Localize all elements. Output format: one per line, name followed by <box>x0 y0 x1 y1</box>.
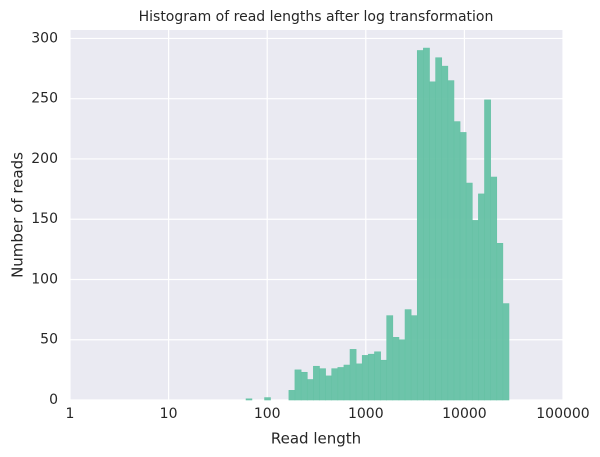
bar <box>423 47 430 401</box>
bar <box>349 349 357 401</box>
bar <box>429 81 436 401</box>
x-axis-label: Read length <box>271 430 361 448</box>
bar <box>392 337 400 401</box>
chart-title: Histogram of read lengths after log tran… <box>139 9 494 25</box>
bar <box>245 398 253 401</box>
bar <box>380 359 387 401</box>
bar <box>484 99 491 401</box>
y-tick-label: 150 <box>31 211 58 227</box>
bar <box>459 132 467 401</box>
bar <box>319 368 326 401</box>
bar <box>471 220 479 401</box>
bar <box>337 367 345 401</box>
bar <box>398 339 406 401</box>
bar <box>502 303 510 401</box>
bar <box>478 193 485 401</box>
y-tick-label: 50 <box>40 332 58 348</box>
bar <box>306 379 314 401</box>
bar <box>343 364 351 401</box>
bar <box>386 315 394 401</box>
bar <box>368 353 375 401</box>
y-tick-label: 0 <box>49 392 58 408</box>
bar <box>374 351 381 401</box>
x-tick-label: 1 <box>66 406 75 422</box>
y-tick-label: 200 <box>31 151 58 167</box>
bar <box>404 309 412 401</box>
y-tick-label: 250 <box>31 91 58 107</box>
bar <box>331 368 339 401</box>
bar <box>453 121 461 401</box>
x-tick-label: 1000 <box>348 406 384 422</box>
bar <box>410 315 418 401</box>
bar <box>441 65 449 401</box>
bar <box>361 355 369 401</box>
y-tick-label: 300 <box>31 30 58 46</box>
bar <box>288 390 296 401</box>
bar <box>465 182 473 401</box>
bar <box>300 371 308 401</box>
bar <box>435 57 443 401</box>
x-tick-label: 10 <box>160 406 178 422</box>
y-axis-label: Number of reads <box>9 152 27 278</box>
bar <box>294 369 302 401</box>
bar <box>264 397 271 401</box>
bar <box>416 50 424 401</box>
bar <box>447 80 455 401</box>
x-tick-label: 100000 <box>536 406 589 422</box>
y-tick-label: 100 <box>31 271 58 287</box>
x-tick-label: 100 <box>254 406 281 422</box>
bar <box>313 365 320 401</box>
bar <box>490 176 498 401</box>
bar <box>325 375 333 401</box>
x-tick-label: 10000 <box>442 406 487 422</box>
bar <box>355 363 363 401</box>
bar <box>496 243 504 401</box>
